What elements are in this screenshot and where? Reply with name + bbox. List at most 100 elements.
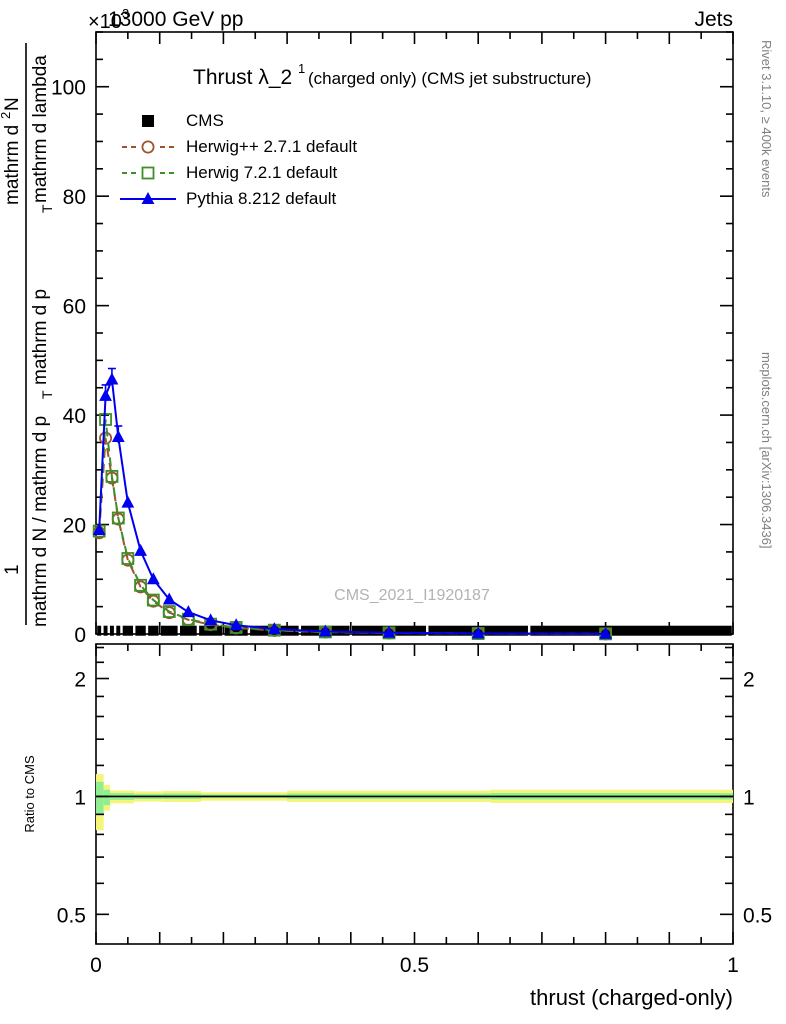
ratio-y-axis-tick-labels: 0.5 1 2 [57,669,86,928]
data-marker-triangle-filled [162,592,176,605]
plot-title-qualifier: (charged only) (CMS jet substructure) [308,69,591,88]
plot-title-superscript: 1 [298,61,305,76]
data-marker-square-open [134,578,147,592]
y-axis-prefix-denominator-subscript: T [39,390,55,399]
ratio-y-axis-tick-labels-right: 0.5 1 2 [743,669,772,928]
ratio-y-tick-label: 0.5 [57,904,86,927]
y-axis-numerator-tail: N [2,97,23,111]
cms-bin-marker [135,625,146,636]
data-marker-triangle-filled [134,543,147,556]
legend-item[interactable]: Herwig++ 2.7.1 default [122,137,357,156]
data-marker-triangle-filled [105,372,119,385]
side-note-mcplots-text: mcplots.cern.ch [arXiv:1306.3436] [759,352,774,549]
legend-item-label: Herwig++ 2.7.1 default [186,137,357,156]
x-axis-title: thrust (charged-only) [530,985,733,1010]
data-marker-square-open [105,469,119,483]
legend-marker-square-open [141,166,155,180]
ratio-y-axis-title: Ratio to CMS [22,755,37,833]
cms-bin-marker [103,625,108,636]
cms-bin-marker [122,625,134,636]
legend-item-label: Pythia 8.212 default [186,189,337,208]
series-line [98,379,606,635]
main-panel-frame [95,31,734,635]
x-axis-tick-label: 0.5 [400,954,429,977]
ratio-y-tick-label-right: 0.5 [743,904,772,927]
legend-item-label: CMS [186,111,224,130]
main-y-tick-label: 100 [51,77,86,100]
ratio-band-inner [96,781,104,815]
main-y-axis-title: 1 mathrm d 2 N mathrm d N / mathrm d p T… [0,43,55,627]
cms-data-bins [97,625,732,636]
main-x-axis-ticks-top [95,32,734,44]
cms-bin-marker [97,625,102,636]
legend: CMS Herwig++ 2.7.1 default Herwig 7.2.1 de… [120,111,357,208]
y-axis-denominator-tail: mathrm d lambda [30,55,51,203]
ratio-y-tick-label: 1 [74,786,86,809]
data-marker-square-open [162,605,176,618]
data-marker-triangle-filled [229,618,243,631]
data-marker-triangle-filled [121,495,135,508]
data-marker-square-open [146,593,160,607]
main-y-tick-label: 20 [63,515,86,538]
ratio-x-axis-ticks [95,644,734,944]
main-panel: 0 20 40 60 80 100 CMS_2021_I1920187 [51,31,734,647]
legend-item[interactable]: Herwig 7.2.1 default [122,163,337,182]
plot-title: Thrust λ_2 1 (charged only) (CMS jet sub… [193,61,591,89]
ratio-y-tick-label: 2 [74,669,86,692]
main-y-tick-label: 0 [74,624,86,647]
main-y-tick-label: 60 [63,296,86,319]
y-axis-numerator-superscript: 2 [0,112,13,119]
legend-item[interactable]: CMS [142,111,224,130]
data-marker-triangle-filled [318,624,332,637]
cms-bin-marker [224,625,248,636]
cms-bin-marker [116,625,121,636]
y-axis-prefix-numerator: 1 [2,564,23,575]
analysis-watermark: CMS_2021_I1920187 [334,587,490,604]
data-series [92,367,612,639]
data-marker-triangle-filled [267,622,281,635]
ratio-y-axis-ticks [96,646,109,916]
y-axis-exponent-prefix: ×10 [88,11,122,33]
main-y-tick-label: 40 [63,405,86,428]
cms-bin-marker [109,625,114,636]
y-axis-denominator-subscript: T [39,204,55,213]
y-axis-exponent: ×10 3 [88,6,129,33]
y-axis-numerator: mathrm d [2,125,23,205]
data-marker-triangle-filled [471,626,485,639]
main-data-series-group [92,367,732,641]
ratio-y-axis-ticks-right [720,646,733,916]
side-note-mcplots: mcplots.cern.ch [arXiv:1306.3436] [759,352,774,549]
y-axis-prefix-denominator: mathrm d N / mathrm d p [30,416,51,627]
ratio-panel: 0.5 1 2 0.5 1 2 [57,643,772,945]
data-marker-triangle-filled [146,572,160,585]
legend-item-label: Herwig 7.2.1 default [186,163,337,182]
legend-marker-square-filled [142,115,154,127]
data-series [97,625,732,636]
x-axis-tick-label: 1 [727,954,739,977]
ratio-band-inner [103,789,111,806]
data-marker-square-open [121,552,135,565]
cms-bin-marker [530,625,732,636]
data-marker-square-open [111,511,125,525]
data-marker-triangle-filled [99,388,112,401]
y-axis-denominator: mathrm d p [30,289,51,385]
cms-bin-marker [148,625,159,636]
data-marker-triangle-filled [599,626,612,639]
plot-title-main: Thrust λ_2 [193,66,292,89]
legend-item[interactable]: Pythia 8.212 default [120,189,337,208]
series-line [98,437,606,635]
legend-marker-circle-open [141,140,155,154]
data-marker-triangle-filled [382,625,396,638]
data-marker-triangle-filled [204,613,218,626]
data-marker-triangle-filled [181,605,195,618]
cms-bin-marker [160,625,178,636]
main-y-axis-tick-labels: 0 20 40 60 80 100 [51,77,86,647]
ratio-y-axis-title-text: Ratio to CMS [22,755,37,833]
side-note-rivet-text: Rivet 3.1.10, ≥ 400k events [759,40,774,198]
x-axis-tick-label: 0 [90,954,102,977]
main-y-tick-label: 80 [63,186,86,209]
header-analysis-label: Jets [694,8,733,31]
legend-marker-triangle-filled [141,192,155,204]
